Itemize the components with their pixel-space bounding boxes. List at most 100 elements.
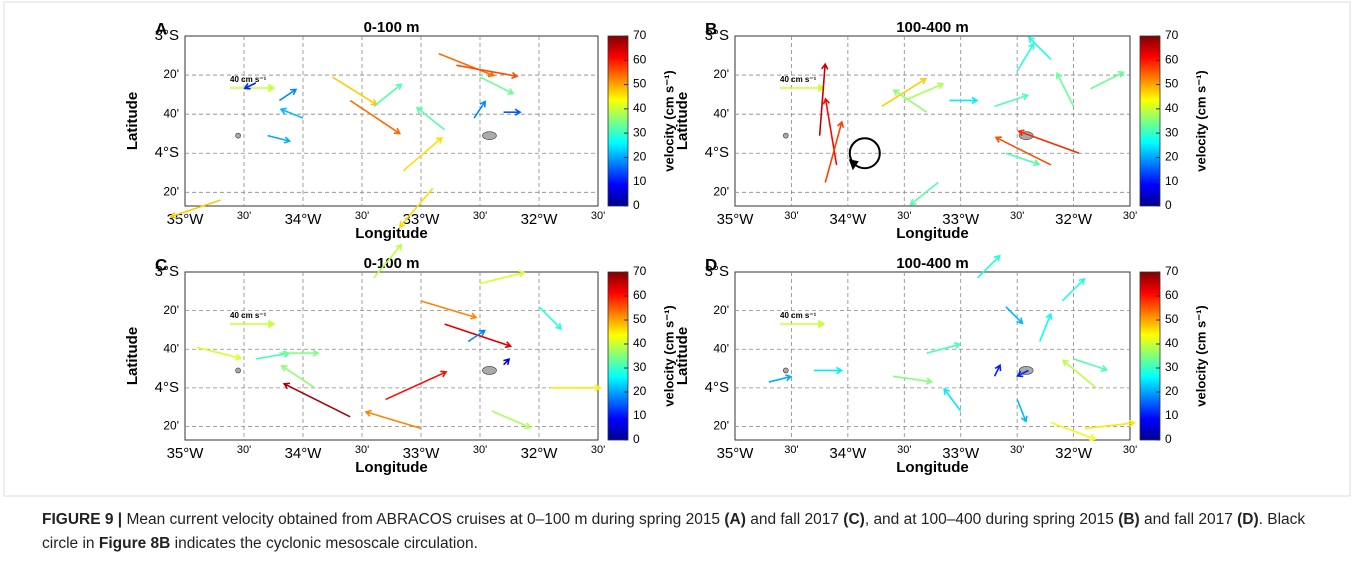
velocity-vector [282,382,351,418]
panel: 35°W 30' 34°W 30' 33°W 30' 32°W 30' 3°S 20' 40' 4°S… [124,243,676,476]
x-tick-label: 30' [473,210,487,222]
y-tick-label: 3°S [155,263,179,280]
y-tick-label: 3°S [705,263,729,280]
plot-frame [184,271,599,441]
caption-text: , and at 100–400 during spring 2015 [864,511,1119,528]
y-tick-label: 4°S [705,144,729,161]
velocity-vector [479,270,526,285]
x-tick-label: 35°W [717,211,755,228]
island [235,367,241,374]
velocity-vector [892,375,934,385]
panel: 35°W 30' 34°W 30' 33°W 30' 32°W 30' 3°S 20' 40' 4°S… [124,19,676,242]
velocity-vector [993,363,1002,377]
panel-letter: D [705,255,717,274]
x-tick-label: 33°W [403,211,441,228]
colorbar-tick-label: 30 [633,125,647,139]
colorbar-label: velocity (cm s⁻¹) [1193,305,1208,407]
y-axis-label: Latitude [674,327,691,385]
velocity-vector [1005,306,1024,325]
colorbar-tick-label: 0 [633,432,640,446]
velocity-vector [398,187,434,229]
caption-text: and fall 2017 [1139,511,1238,528]
colorbar-tick-label: 60 [1165,52,1179,66]
x-tick-label: 30' [897,444,911,456]
y-tick-label: 40' [713,341,729,355]
x-tick-label: 30' [784,444,798,456]
colorbar-tick-label: 60 [633,288,647,302]
colorbar-tick-label: 50 [633,312,647,326]
x-axis-label: Longitude [355,459,427,476]
velocity-vector [903,82,945,102]
x-tick-label: 30' [473,444,487,456]
x-tick-label: 30' [1123,444,1137,456]
colorbar-tick-label: 40 [633,336,647,350]
caption-text: and fall 2017 [745,511,844,528]
velocity-vector [267,134,292,144]
colorbar-tick-label: 70 [1165,264,1179,278]
caption-text: (D) [1237,511,1259,528]
velocity-vector [1017,129,1080,154]
panel-title: 0-100 m [364,255,420,272]
y-tick-label: 20' [713,184,729,198]
velocity-vector [892,89,928,113]
velocity-vector [349,99,401,135]
caption-text: FIGURE 9 | [42,511,123,528]
y-tick-label: 20' [713,303,729,317]
scale-label: 40 cm s⁻¹ [780,75,817,84]
velocity-vector [278,88,298,102]
y-axis-label: Latitude [674,92,691,150]
velocity-vector [1016,42,1035,72]
x-tick-label: 30' [1123,210,1137,222]
velocity-vector [881,78,928,108]
velocity-vector [373,83,403,107]
velocity-vector [1050,421,1097,441]
x-tick-label: 30' [355,444,369,456]
caption-text: Figure 8B [98,535,171,552]
caption-text: (A) [724,511,746,528]
velocity-vector [818,62,829,136]
velocity-vector [373,243,403,279]
colorbar-tick-label: 40 [1165,101,1179,115]
y-tick-label: 40' [163,341,179,355]
y-axis-label: Latitude [124,92,141,150]
y-axis-label: Latitude [124,327,141,385]
velocity-vector [538,306,563,330]
caption-text: Mean current velocity obtained from ABRA… [122,511,725,528]
velocity-vector [1090,71,1125,90]
scale-label: 40 cm s⁻¹ [230,311,267,320]
x-tick-label: 33°W [942,445,980,462]
caption: FIGURE 9 | Mean current velocity obtaine… [42,508,1322,556]
velocity-vector [768,374,793,383]
panel: 35°W 30' 34°W 30' 33°W 30' 32°W 30' 3°S 20' 40' 4°S… [674,19,1208,242]
panel: 35°W 30' 34°W 30' 33°W 30' 32°W 30' 3°S 20' 40' 4°S… [674,254,1208,476]
x-tick-label: 30' [1010,444,1024,456]
velocity-vector [196,346,243,361]
colorbar-tick-label: 20 [633,150,647,164]
caption-text: (C) [843,511,865,528]
island [482,131,497,140]
velocity-vector [279,107,304,119]
velocity-vector [438,52,496,78]
velocity-vector [909,181,939,206]
velocity-vector [814,366,844,375]
y-tick-label: 40' [163,106,179,120]
y-tick-label: 20' [163,419,179,433]
velocity-vector [1016,399,1028,423]
x-tick-label: 30' [784,210,798,222]
velocity-vector [1061,277,1086,302]
velocity-vector [550,384,602,392]
colorbar-tick-label: 40 [633,101,647,115]
velocity-vector [1016,369,1029,378]
velocity-vector [1005,152,1041,167]
velocity-vector [169,199,221,219]
velocity-vector [503,108,522,116]
scale-arrow [780,83,826,93]
velocity-vector [491,410,532,430]
x-tick-label: 30' [591,444,605,456]
y-tick-label: 3°S [705,27,729,44]
colorbar-tick-label: 10 [633,174,647,188]
y-tick-label: 4°S [155,379,179,396]
colorbar-label: velocity (cm s⁻¹) [661,305,676,407]
x-tick-label: 35°W [717,445,755,462]
eddy-arrowhead [848,159,859,171]
